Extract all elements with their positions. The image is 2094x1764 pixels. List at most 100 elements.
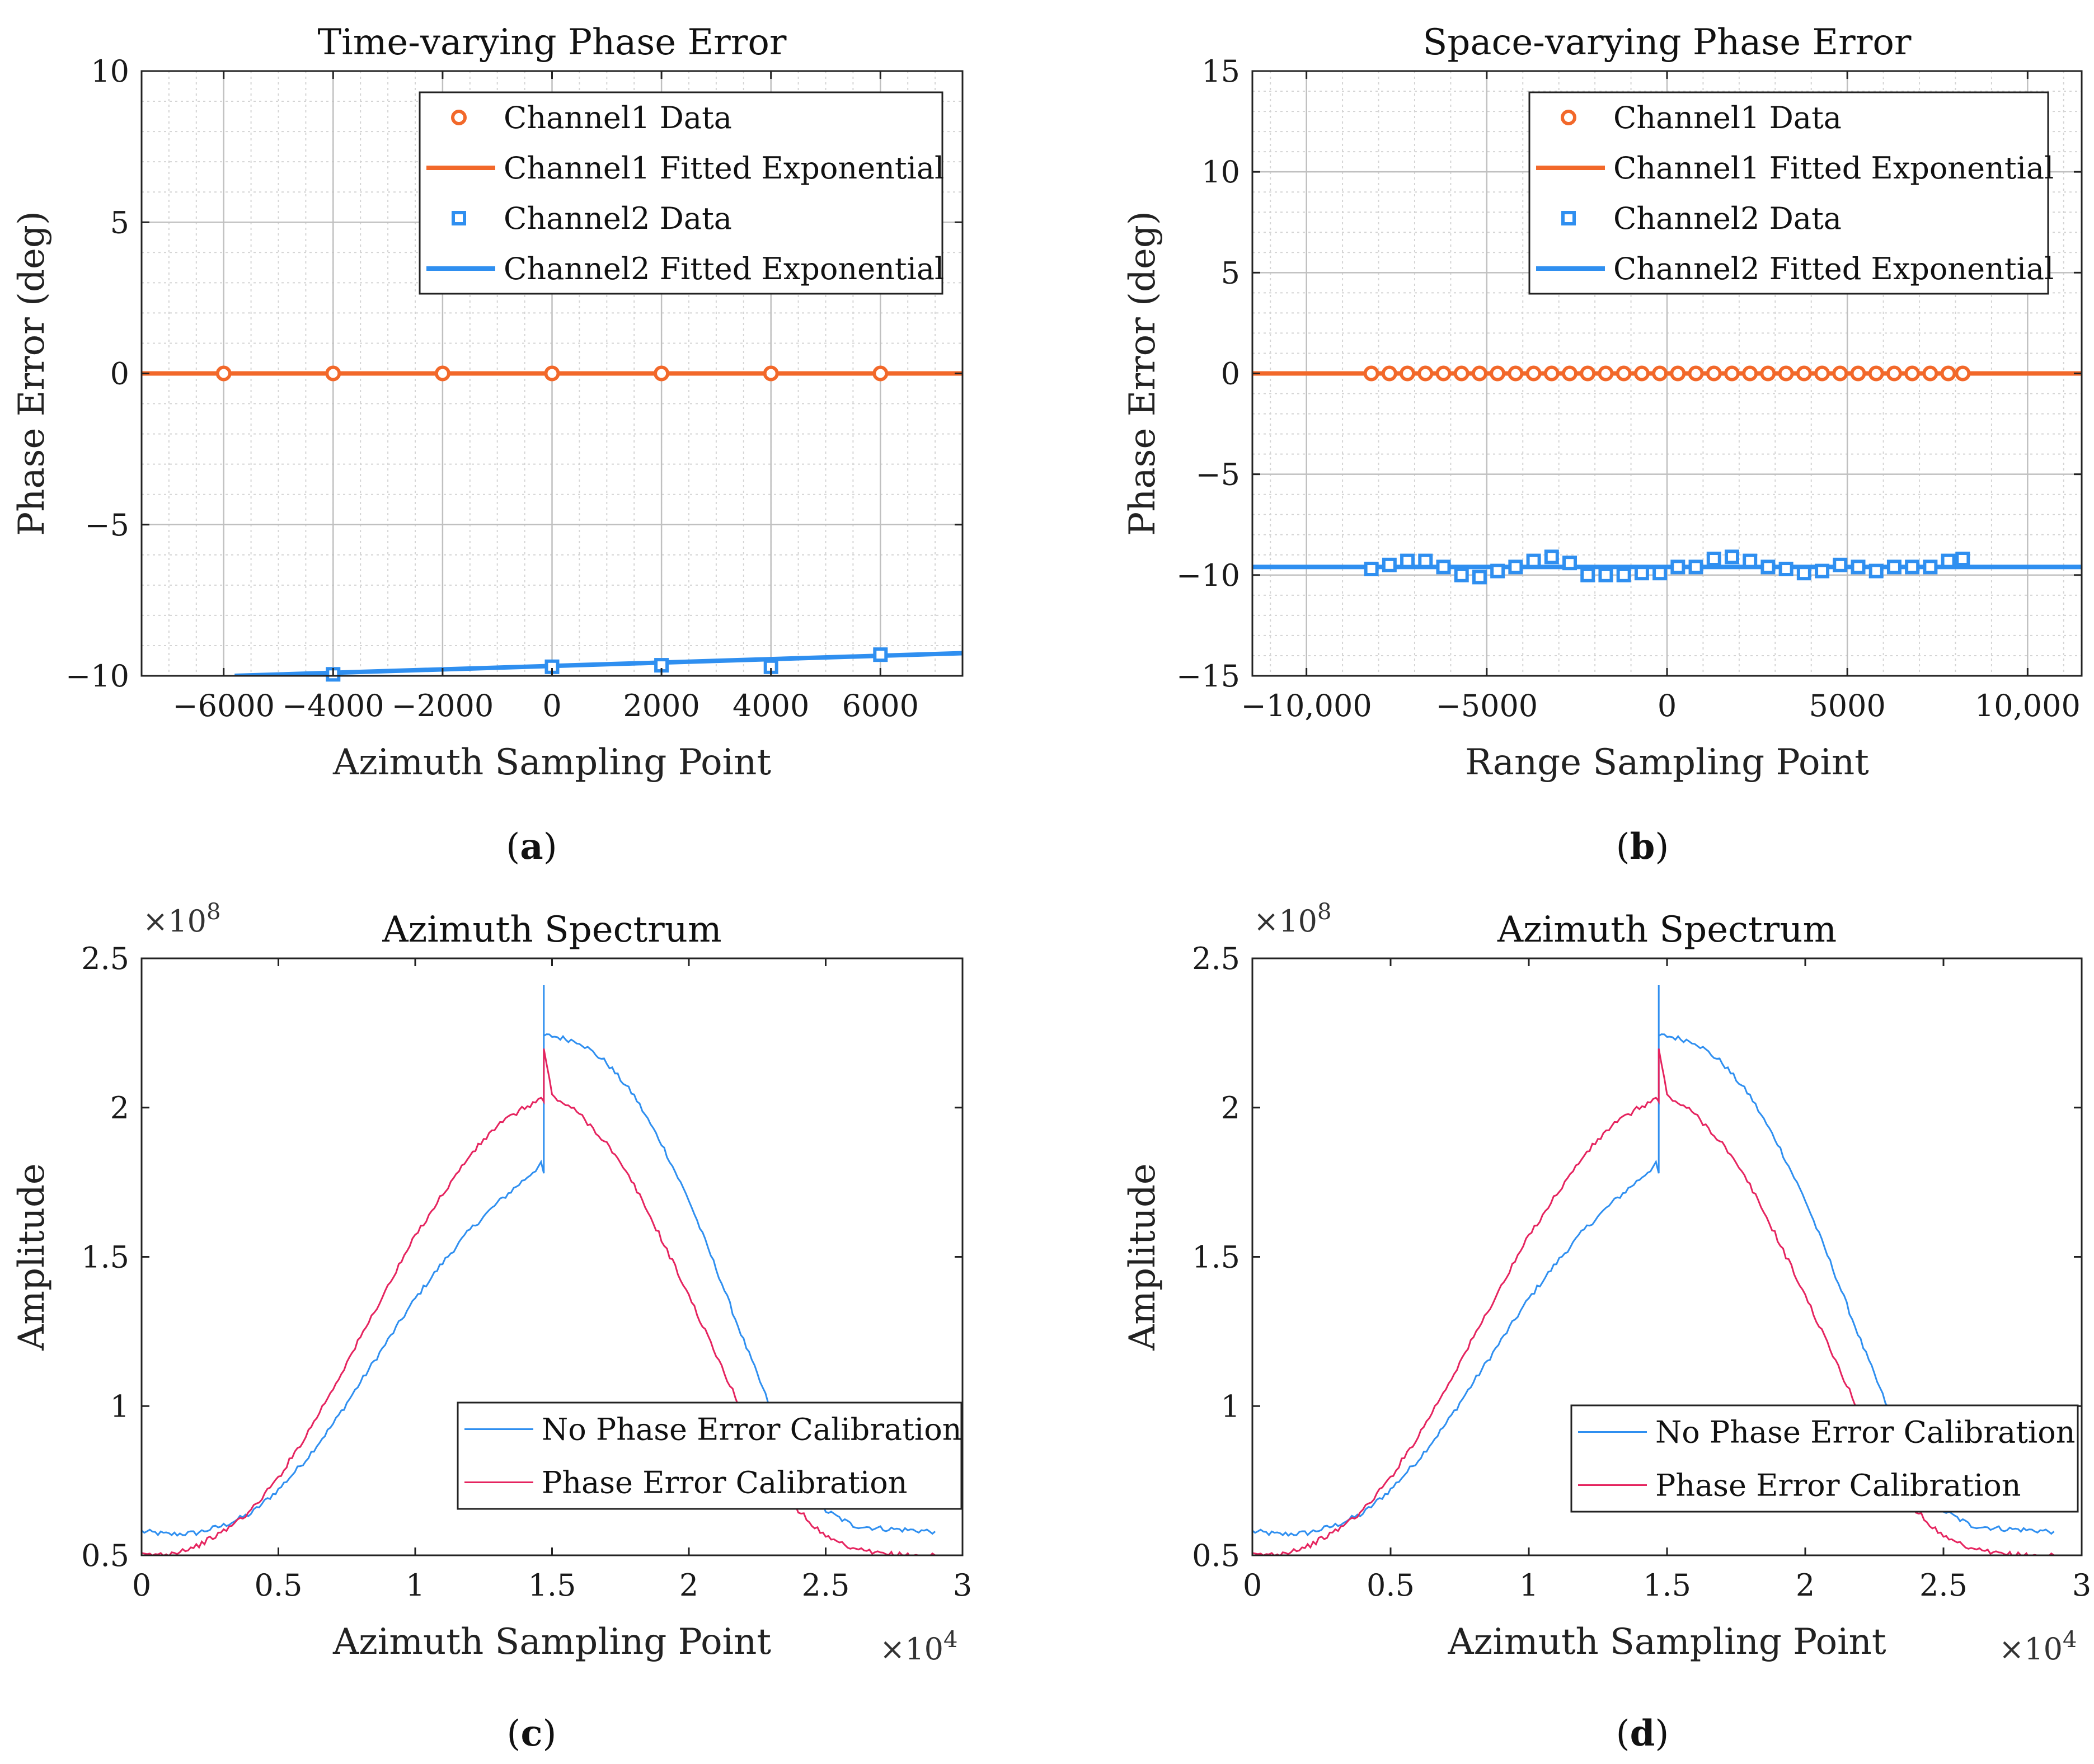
x-multiplier-base: ×10 [1999,1631,2063,1667]
data-point-circle [1724,365,1740,382]
x-tick-label: −4000 [282,688,384,723]
legend-a: Channel1 Data Channel1 Fitted Exponential… [419,91,944,295]
data-point-square [1562,556,1577,571]
data-point-square [1634,566,1649,581]
panel-caption-c: (c) [507,1713,557,1754]
fit-line-channel2-fitted-exponential [234,651,963,676]
legend-c: No Phase Error Calibration Phase Error Ca… [457,1401,963,1510]
data-point-square [1724,549,1739,565]
legend-label: Channel1 Fitted Exponential [1613,150,2054,186]
data-point-circle [1778,365,1794,382]
x-tick-label: 2.5 [802,1568,850,1603]
data-point-circle [1814,365,1830,382]
data-point-circle [1381,365,1397,382]
y-tick-label: −10 [1176,558,1240,593]
data-point-square [1508,559,1523,575]
y-tick-label: 0.5 [1192,1538,1240,1573]
x-tick-label: 1.5 [528,1568,576,1603]
data-point-square [1760,559,1776,575]
legend-label: Channel2 Data [1613,201,1842,236]
data-point-square [1544,549,1559,565]
data-point-circle [1598,365,1614,382]
legend-label: Phase Error Calibration [1655,1468,2021,1503]
data-point-circle [1868,365,1884,382]
markers-channel1-data [1363,365,1971,382]
data-point-square [1905,559,1920,575]
y-tick-label: −10 [65,658,129,694]
data-point-circle [1796,365,1812,382]
data-point-square [1616,567,1631,582]
data-point-circle [1850,365,1866,382]
legend-box [457,1401,963,1510]
x-tick-label: 2000 [623,688,699,723]
x-tick-label: 0.5 [1367,1568,1415,1603]
data-point-circle [1490,365,1506,382]
y-tick-label: 10 [91,54,129,89]
data-point-square [1382,557,1397,572]
data-point-square [1923,559,1938,575]
y-tick-label: 0 [110,356,129,392]
data-point-circle [1922,365,1938,382]
legend-swatch-channel1-data [1561,110,1576,125]
data-point-circle [1363,365,1379,382]
x-multiplier-exp: 4 [943,1627,957,1653]
chart-title: Azimuth Spectrum [1497,909,1837,951]
legend-label: Channel1 Fitted Exponential [504,150,944,186]
data-point-square [1941,553,1956,568]
data-point-circle [1400,365,1416,382]
legend-swatch-channel2-data [452,211,466,225]
data-point-square [1796,566,1811,581]
x-tick-label: −10,000 [1241,688,1372,723]
y-tick-label: −5 [84,507,129,543]
legend-label: Channel1 Data [504,100,732,135]
chart-b: −10,000 −5000 0 5000 10,000 −15 −10 −5 0 5 10 15 Spa… [1122,22,2083,783]
data-point-circle [1670,365,1686,382]
x-tick-label: 6000 [842,688,919,723]
data-point-circle [1706,365,1722,382]
data-point-circle [1435,365,1452,382]
legend-label: Phase Error Calibration [542,1465,908,1500]
legend-label: Channel2 Data [504,201,732,236]
y-tick-label: 2 [1221,1090,1240,1126]
data-point-circle [1688,365,1704,382]
data-point-circle [1453,365,1469,382]
x-tick-label: 0 [132,1568,151,1603]
y-tick-label: −5 [1195,457,1240,492]
data-point-square [1580,567,1595,582]
x-tick-label: 0 [1658,688,1677,723]
chart-a: −6000 −4000 −2000 0 2000 4000 6000 −10 −5 0 5 10 Tim… [11,22,964,783]
y-multiplier-base: ×10 [143,904,206,939]
data-point-circle [1562,365,1578,382]
y-tick-label: 5 [1221,255,1240,290]
data-point-circle [1543,365,1560,382]
x-multiplier-base: ×10 [880,1631,943,1667]
panel-caption-d: (d) [1616,1713,1669,1754]
legend-swatch-channel1-data [451,110,467,125]
data-point-square [1436,559,1451,575]
data-point-circle [1417,365,1434,382]
x-tick-label: 1 [406,1568,425,1603]
x-tick-label: 0 [542,688,561,723]
data-point-square [1652,566,1668,581]
chart-title: Time-varying Phase Error [318,22,787,63]
data-point-square [1526,553,1541,568]
y-multiplier-base: ×10 [1253,904,1317,939]
x-tick-label: −2000 [392,688,494,723]
legend-swatch-channel2-data [1561,211,1576,225]
x-tick-label: 2 [1796,1568,1815,1603]
x-tick-label: 1 [1519,1568,1538,1603]
data-point-circle [1904,365,1921,382]
x-tick-label: 3 [2072,1568,2091,1603]
data-point-square [1706,552,1721,567]
x-axis-label: Azimuth Sampling Point [332,742,771,783]
y-tick-label: 1.5 [1192,1240,1240,1275]
x-tick-label: 5000 [1809,688,1885,723]
panel-caption-a: (a) [506,826,557,868]
y-tick-label: 0 [1221,356,1240,392]
data-point-circle [1742,365,1758,382]
chart-title: Space-varying Phase Error [1423,22,1912,63]
data-point-square [1418,553,1433,568]
data-point-circle [544,365,560,382]
